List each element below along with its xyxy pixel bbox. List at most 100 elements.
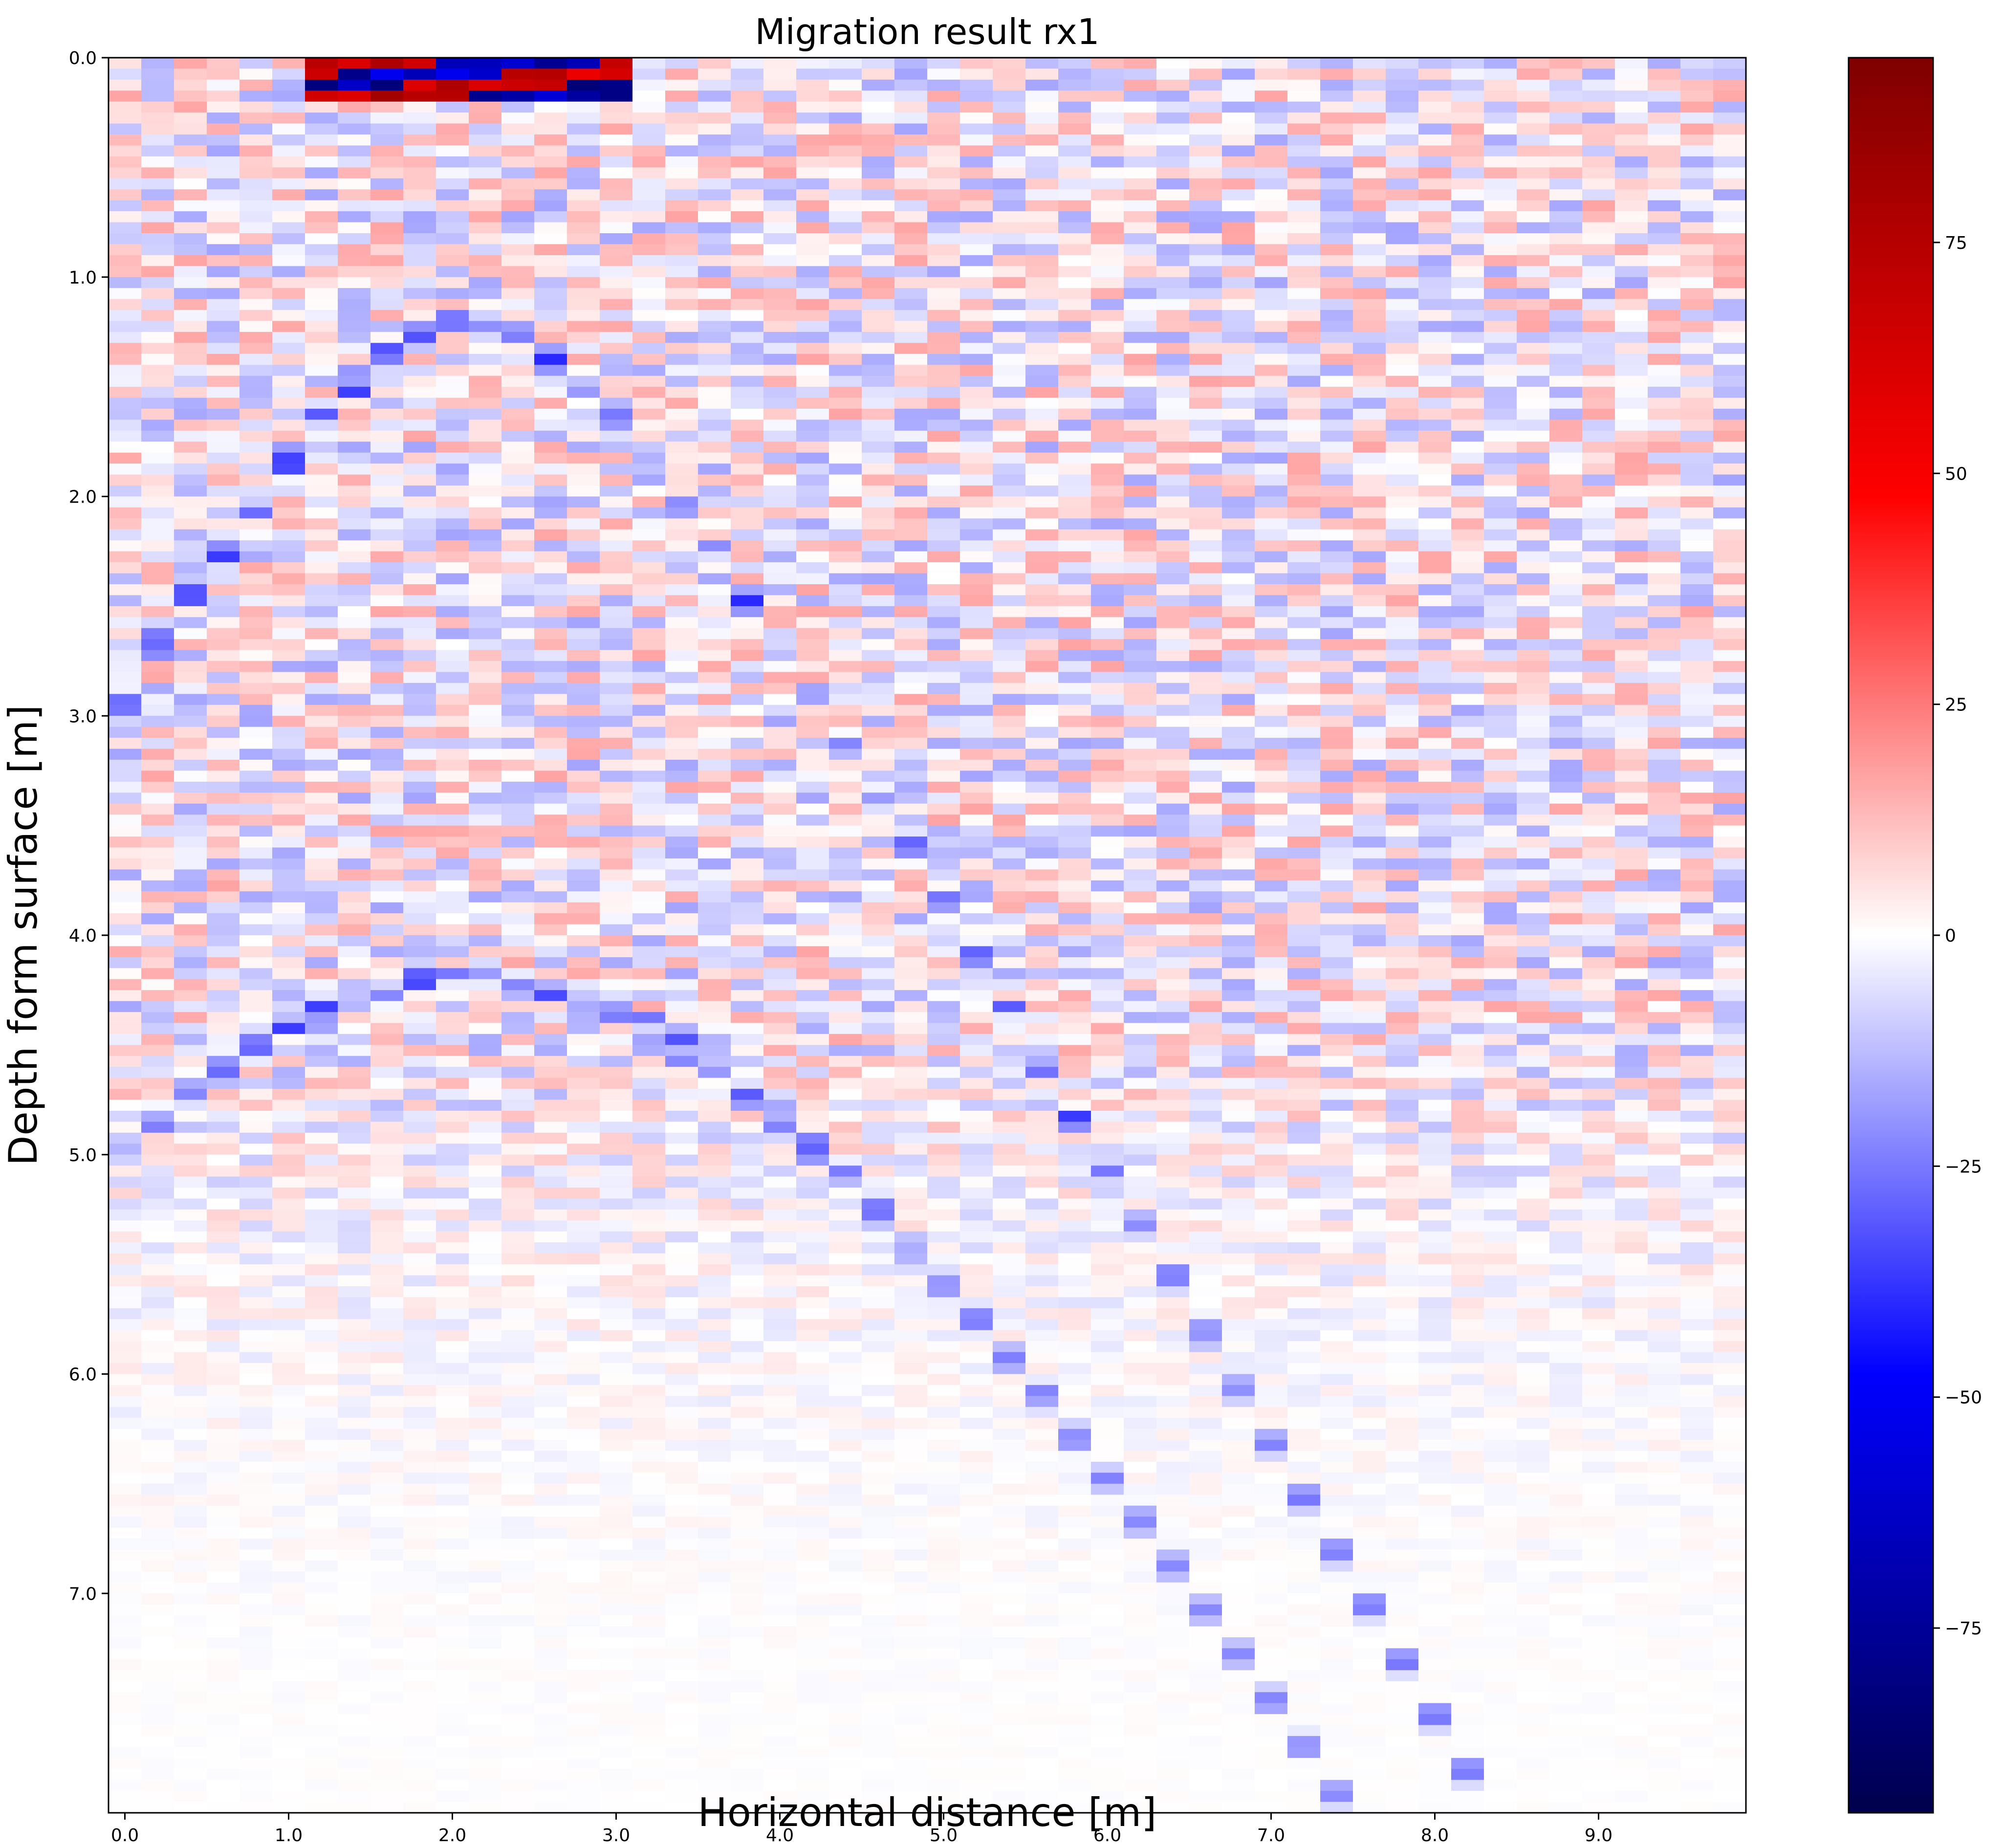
heatmap-cell: [534, 288, 567, 300]
heatmap-cell: [370, 595, 404, 607]
heatmap-cell: [501, 485, 535, 497]
heatmap-cell: [370, 1791, 404, 1803]
heatmap-cell: [207, 1231, 240, 1243]
heatmap-cell: [600, 551, 633, 563]
heatmap-cell: [731, 1473, 764, 1484]
heatmap-cell: [305, 847, 338, 859]
heatmap-cell: [272, 277, 305, 288]
heatmap-cell: [436, 430, 469, 442]
heatmap-cell: [993, 1198, 1026, 1210]
heatmap-cell: [207, 1780, 240, 1791]
heatmap-cell: [632, 1089, 666, 1100]
heatmap-cell: [567, 1198, 600, 1210]
heatmap-cell: [534, 1517, 567, 1528]
heatmap-cell: [272, 1067, 305, 1078]
heatmap-cell: [894, 880, 928, 892]
heatmap-cell: [698, 1396, 731, 1408]
heatmap-cell: [567, 1067, 600, 1078]
heatmap-cell: [567, 573, 600, 585]
heatmap-cell: [272, 1363, 305, 1375]
heatmap-cell: [763, 397, 797, 409]
heatmap-cell: [894, 1615, 928, 1627]
heatmap-cell: [1025, 1714, 1059, 1726]
heatmap-cell: [109, 222, 142, 234]
heatmap-cell: [436, 1604, 469, 1616]
heatmap-cell: [632, 123, 666, 135]
heatmap-cell: [796, 803, 829, 815]
heatmap-cell: [960, 1352, 993, 1364]
heatmap-cell: [731, 869, 764, 881]
heatmap-cell: [338, 891, 371, 903]
heatmap-cell: [796, 1604, 829, 1616]
heatmap-cell: [1091, 770, 1124, 782]
heatmap-cell: [469, 803, 502, 815]
heatmap-cell: [1025, 726, 1059, 738]
heatmap-cell: [665, 957, 698, 968]
heatmap-cell: [927, 79, 960, 91]
heatmap-cell: [1025, 1451, 1059, 1462]
heatmap-cell: [207, 1330, 240, 1342]
heatmap-cell: [632, 222, 666, 234]
heatmap-cell: [763, 1527, 797, 1539]
heatmap-cell: [436, 595, 469, 607]
heatmap-cell: [927, 518, 960, 530]
heatmap-cell: [436, 628, 469, 639]
heatmap-cell: [305, 375, 338, 387]
heatmap-cell: [731, 1001, 764, 1012]
heatmap-cell: [305, 167, 338, 179]
heatmap-cell: [240, 1166, 273, 1177]
heatmap-cell: [665, 1122, 698, 1133]
heatmap-cell: [436, 1363, 469, 1375]
heatmap-cell: [370, 979, 404, 990]
heatmap-cell: [338, 299, 371, 310]
heatmap-cell: [698, 1473, 731, 1484]
heatmap-cell: [698, 167, 731, 179]
heatmap-cell: [632, 694, 666, 705]
heatmap-cell: [403, 1725, 436, 1737]
heatmap-cell: [305, 485, 338, 497]
heatmap-cell: [1058, 1791, 1091, 1803]
heatmap-cell: [927, 178, 960, 190]
heatmap-cell: [600, 1725, 633, 1737]
heatmap-cell: [240, 1692, 273, 1704]
heatmap-cell: [403, 178, 436, 190]
heatmap-cell: [796, 760, 829, 771]
heatmap-cell: [141, 1132, 174, 1144]
heatmap-cell: [403, 507, 436, 519]
heatmap-cell: [731, 189, 764, 201]
heatmap-cell: [993, 1242, 1026, 1254]
heatmap-cell: [403, 1714, 436, 1726]
heatmap-cell: [567, 1659, 600, 1671]
heatmap-cell: [600, 353, 633, 365]
heatmap-cell: [763, 869, 797, 881]
heatmap-cell: [141, 1034, 174, 1045]
heatmap-cell: [370, 1001, 404, 1012]
heatmap-cell: [632, 1330, 666, 1342]
heatmap-cell: [207, 1264, 240, 1276]
heatmap-cell: [174, 211, 207, 223]
heatmap-cell: [1025, 1122, 1059, 1133]
heatmap-cell: [567, 1034, 600, 1045]
heatmap-cell: [370, 825, 404, 837]
heatmap-cell: [272, 551, 305, 563]
heatmap-cell: [272, 1659, 305, 1671]
heatmap-cell: [1058, 1132, 1091, 1144]
heatmap-cell: [993, 726, 1026, 738]
heatmap-cell: [665, 869, 698, 881]
heatmap-cell: [109, 1034, 142, 1045]
heatmap-cell: [501, 134, 535, 146]
heatmap-cell: [534, 397, 567, 409]
heatmap-cell: [403, 924, 436, 936]
heatmap-cell: [1058, 1725, 1091, 1737]
heatmap-cell: [993, 474, 1026, 486]
heatmap-cell: [698, 1209, 731, 1221]
heatmap-cell: [862, 1330, 895, 1342]
heatmap-cell: [731, 68, 764, 80]
heatmap-cell: [731, 200, 764, 212]
heatmap-cell: [698, 946, 731, 958]
heatmap-cell: [109, 79, 142, 91]
heatmap-cell: [141, 617, 174, 629]
heatmap-cell: [534, 748, 567, 760]
heatmap-cell: [240, 1473, 273, 1484]
heatmap-cell: [338, 781, 371, 793]
